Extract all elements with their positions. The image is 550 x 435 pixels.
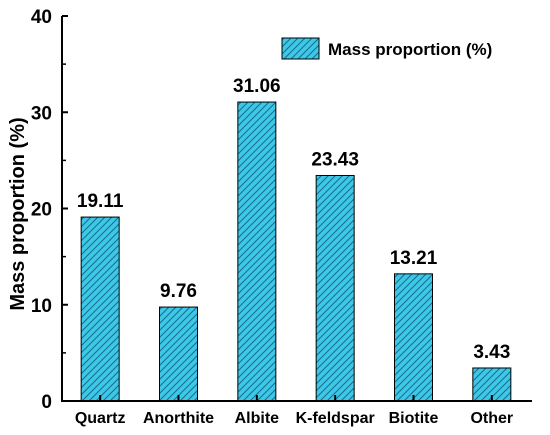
y-axis-title: Mass proportion (%): [7, 117, 29, 310]
bar-albite: [237, 101, 277, 402]
x-tick-label: Biotite: [389, 410, 439, 427]
x-tick-label: Other: [470, 410, 513, 427]
legend-swatch: [281, 37, 320, 60]
bar-biotite: [394, 273, 433, 402]
y-tick-label: 10: [31, 296, 52, 317]
x-tick-label: Albite: [235, 410, 280, 427]
bar-k-feldspar: [315, 174, 355, 402]
data-label: 3.43: [473, 342, 510, 363]
x-tick-label: Quartz: [75, 410, 126, 427]
x-tick-label: Anorthite: [143, 410, 214, 427]
y-tick-label: 0: [41, 392, 52, 413]
x-tick-label: K-feldspar: [296, 410, 375, 427]
chart-marks: 0 10 20 30 40 19.11 Quartz 9.76 Anorthite 31.06 Al…: [31, 7, 513, 427]
data-label: 23.43: [311, 149, 359, 170]
y-tick-label: 30: [31, 103, 52, 124]
bar-anorthite: [159, 306, 198, 402]
data-label: 31.06: [233, 76, 281, 97]
legend-label: Mass proportion (%): [328, 40, 492, 59]
legend: Mass proportion (%): [281, 37, 492, 60]
y-tick-label: 20: [31, 200, 52, 221]
data-label: 13.21: [390, 248, 438, 269]
y-tick-label: 40: [31, 7, 52, 28]
data-label: 19.11: [77, 191, 124, 212]
data-label: 9.76: [160, 281, 197, 302]
bar-quartz: [80, 216, 120, 402]
